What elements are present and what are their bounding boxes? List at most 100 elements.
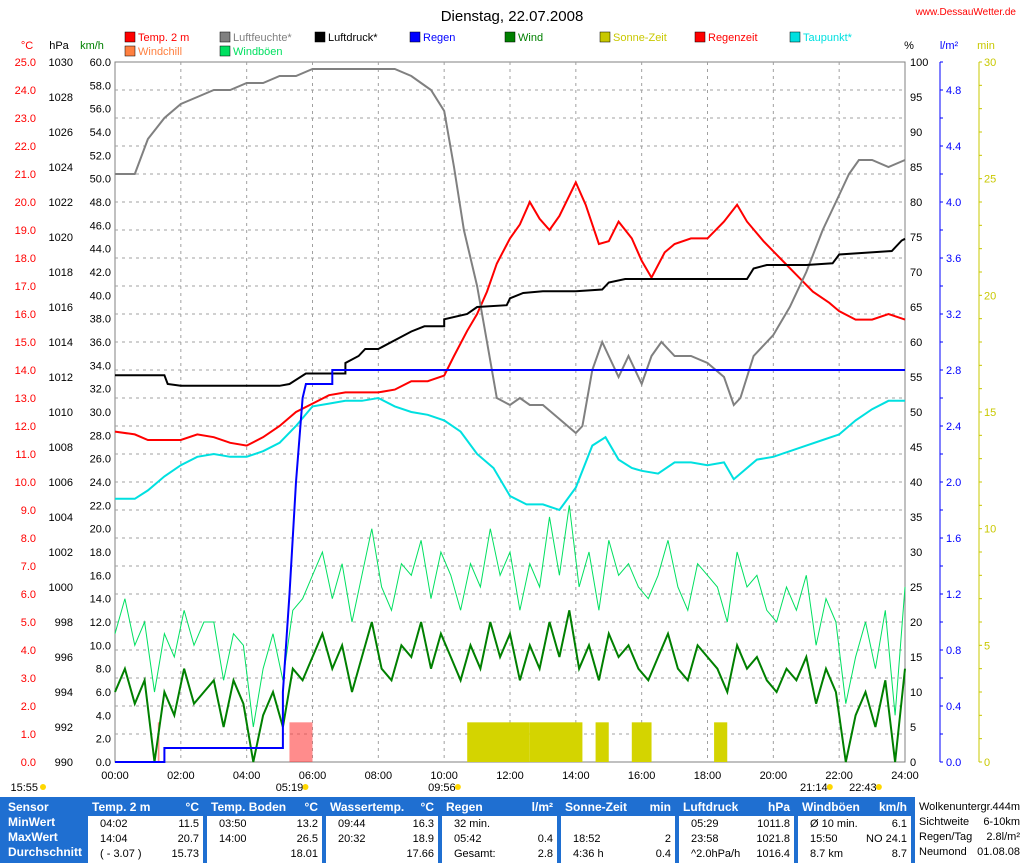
legend-swatch (124, 31, 136, 43)
stats-cell-row: 15:50 NO 24.1 (798, 832, 911, 847)
tick-label-kmh: 8.0 (96, 664, 111, 676)
stats-section-title: Temp. 2 m (92, 800, 151, 814)
tick-label-kmh: 32.0 (90, 384, 111, 396)
tick-label-pct: 15 (910, 652, 922, 664)
tick-label-pct: 20 (910, 617, 922, 629)
tick-label-temp: 16.0 (15, 309, 36, 321)
tick-label-kmh: 2.0 (96, 734, 111, 746)
statistics-table: Temp. 2 m °C 04:02 11.5 14:04 20.7( - 3.07 ) 1… (0, 797, 1024, 863)
info-value: 6-10km (983, 816, 1020, 828)
stats-section-unit: hPa (767, 800, 790, 814)
site-link[interactable]: www.DessauWetter.de (915, 7, 1017, 18)
tick-label-min: 30 (984, 57, 996, 69)
tick-label-pct: 50 (910, 407, 922, 419)
tick-label-temp: 25.0 (15, 57, 36, 69)
stats-cell-row: 23:58 1021.8 (679, 832, 794, 847)
legend-swatch (219, 31, 231, 43)
stats-section-header: Temp. 2 m °C (88, 797, 203, 816)
tick-label-kmh: 36.0 (90, 337, 111, 349)
tick-label-pct: 35 (910, 512, 922, 524)
stats-cell-row: 14:00 26.5 (207, 832, 322, 847)
tick-label-kmh: 26.0 (90, 454, 111, 466)
axis-title-pct: % (904, 40, 914, 52)
tick-label-temp: 24.0 (15, 85, 36, 97)
info-value: 2.8l/m² (986, 831, 1020, 843)
tick-label-temp: 20.0 (15, 197, 36, 209)
legend-swatch (219, 45, 231, 57)
tick-label-pct: 100 (910, 57, 928, 69)
stats-value: 2 (664, 833, 671, 845)
series-temp-2-m (114, 180, 906, 447)
stats-section: Luftdruck hPa 05:29 1011.8 23:58 1021.8 ^2.0hP… (679, 797, 794, 863)
stats-section-unit: min (649, 800, 671, 814)
tick-label-hpa: 1030 (49, 57, 73, 69)
stats-time: 03:50 (219, 818, 247, 830)
tick-label-x: 20:00 (760, 770, 788, 782)
tick-label-hpa: 994 (55, 687, 73, 699)
tick-label-kmh: 18.0 (90, 547, 111, 559)
tick-label-temp: 1.0 (21, 729, 36, 741)
stats-cell-row: 14:04 20.7 (88, 832, 203, 847)
stats-time: 09:44 (338, 818, 366, 830)
stats-time: 04:02 (100, 818, 128, 830)
axis-title-kmh: km/h (80, 40, 104, 52)
sunshine-bar (467, 722, 530, 762)
stats-cell-row: 18:52 2 (561, 832, 675, 847)
tick-label-hpa: 1000 (49, 582, 73, 594)
stats-cell-row: 18.01 (207, 847, 322, 862)
tick-label-pct: 75 (910, 232, 922, 244)
tick-label-hpa: 1022 (49, 197, 73, 209)
stats-section-unit: °C (420, 800, 434, 814)
stats-section-header: Wassertemp. °C (326, 797, 438, 816)
tick-label-lm2: 2.4 (946, 421, 961, 433)
tick-label-kmh: 42.0 (90, 267, 111, 279)
stats-value: 11.5 (178, 818, 199, 830)
tick-label-temp: 4.0 (21, 645, 36, 657)
tick-label-x: 10:00 (430, 770, 458, 782)
tick-label-lm2: 4.0 (946, 197, 961, 209)
stats-row-label: MinWert (8, 815, 56, 829)
tick-label-kmh: 10.0 (90, 640, 111, 652)
tick-label-x: 18:00 (694, 770, 722, 782)
legend-label: Luftdruck* (328, 32, 378, 44)
stats-time: 4:36 h (573, 848, 604, 860)
time-marker-label: 22:43 (849, 782, 877, 794)
tick-label-lm2: 1.6 (946, 533, 961, 545)
tick-label-temp: 12.0 (15, 421, 36, 433)
legend-swatch (124, 45, 136, 57)
info-row: Neumond 01.08.08 (919, 845, 1020, 860)
legend-swatch (504, 31, 516, 43)
tick-label-min: 25 (984, 174, 996, 186)
time-marker-label: 09:56 (428, 782, 456, 794)
tick-label-x: 22:00 (825, 770, 853, 782)
tick-label-hpa: 990 (55, 757, 73, 769)
legend-label: Windböen (233, 46, 283, 58)
chart-legend: Temp. 2 m Luftfeuchte* Luftdruck* Regen Wind… (124, 31, 853, 58)
tick-label-temp: 2.0 (21, 701, 36, 713)
tick-label-kmh: 38.0 (90, 314, 111, 326)
tick-label-pct: 10 (910, 687, 922, 699)
tick-label-x: 14:00 (562, 770, 590, 782)
stats-cell-row: 17.66 (326, 847, 438, 862)
stats-time: 05:29 (691, 818, 719, 830)
tick-label-hpa: 1010 (49, 407, 73, 419)
stats-section-header: Temp. Boden °C (207, 797, 322, 816)
sun-moon-icon (302, 784, 309, 790)
tick-label-hpa: 1016 (49, 302, 73, 314)
tick-label-hpa: 1024 (49, 162, 73, 174)
time-marker-label: 15:55 (10, 782, 38, 794)
sunshine-bar (714, 722, 728, 762)
tick-label-x: 02:00 (167, 770, 195, 782)
tick-label-temp: 5.0 (21, 617, 36, 629)
stats-section-header: Sonne-Zeit min (561, 797, 675, 816)
tick-label-pct: 85 (910, 162, 922, 174)
legend-label: Taupunkt* (803, 32, 853, 44)
series-taupunkt- (115, 396, 905, 512)
stats-value: 26.5 (296, 833, 318, 845)
tick-label-temp: 22.0 (15, 141, 36, 153)
rain-time-bar (157, 722, 160, 762)
tick-label-temp: 14.0 (15, 365, 36, 377)
stats-value: 18.9 (412, 833, 434, 845)
tick-label-temp: 6.0 (21, 589, 36, 601)
sunshine-bar (529, 722, 583, 762)
